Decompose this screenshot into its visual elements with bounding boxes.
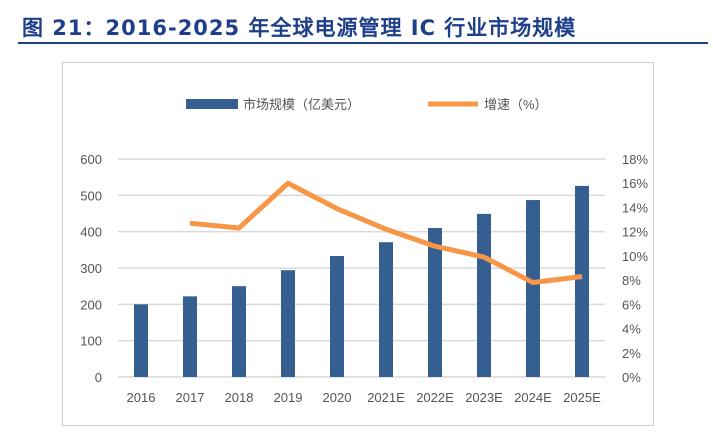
bar <box>281 270 295 377</box>
legend-label: 增速（%） <box>484 97 548 112</box>
y2-tick-label: 18% <box>622 152 648 167</box>
bar <box>526 200 540 377</box>
bar <box>379 242 393 377</box>
y2-tick-label: 2% <box>622 346 641 361</box>
x-tick-label: 2016 <box>127 390 156 405</box>
chart-frame <box>62 62 654 426</box>
x-tick-label: 2021E <box>367 390 405 405</box>
x-tick-label: 2025E <box>563 390 601 405</box>
bar <box>477 213 491 377</box>
legend-label: 市场规模（亿美元） <box>243 97 360 112</box>
bar <box>330 256 344 377</box>
bar <box>575 185 589 377</box>
x-tick-label: 2024E <box>514 390 552 405</box>
y2-tick-label: 0% <box>622 370 641 385</box>
y2-tick-label: 6% <box>622 297 641 312</box>
y-tick-label: 600 <box>80 152 102 167</box>
figure-title: 图 21：2016-2025 年全球电源管理 IC 行业市场规模 <box>22 16 577 40</box>
x-tick-label: 2019 <box>274 390 303 405</box>
y2-tick-label: 14% <box>622 200 648 215</box>
bar <box>183 296 197 377</box>
x-tick-label: 2018 <box>225 390 254 405</box>
x-tick-label: 2020 <box>323 390 352 405</box>
y2-tick-label: 16% <box>622 176 648 191</box>
y-tick-label: 200 <box>80 297 102 312</box>
y2-tick-label: 10% <box>622 249 648 264</box>
y2-tick-label: 12% <box>622 225 648 240</box>
bar <box>134 304 148 377</box>
bar <box>232 286 246 377</box>
y2-tick-label: 4% <box>622 322 641 337</box>
x-tick-label: 2022E <box>416 390 454 405</box>
y-tick-label: 300 <box>80 261 102 276</box>
y-tick-label: 0 <box>95 370 102 385</box>
x-tick-label: 2023E <box>465 390 503 405</box>
bar <box>428 228 442 377</box>
y-tick-label: 500 <box>80 188 102 203</box>
y-tick-label: 100 <box>80 334 102 349</box>
title-rule <box>18 42 708 44</box>
y-tick-label: 400 <box>80 225 102 240</box>
x-tick-label: 2017 <box>176 390 205 405</box>
y2-tick-label: 8% <box>622 273 641 288</box>
legend-swatch-bar <box>186 99 238 109</box>
